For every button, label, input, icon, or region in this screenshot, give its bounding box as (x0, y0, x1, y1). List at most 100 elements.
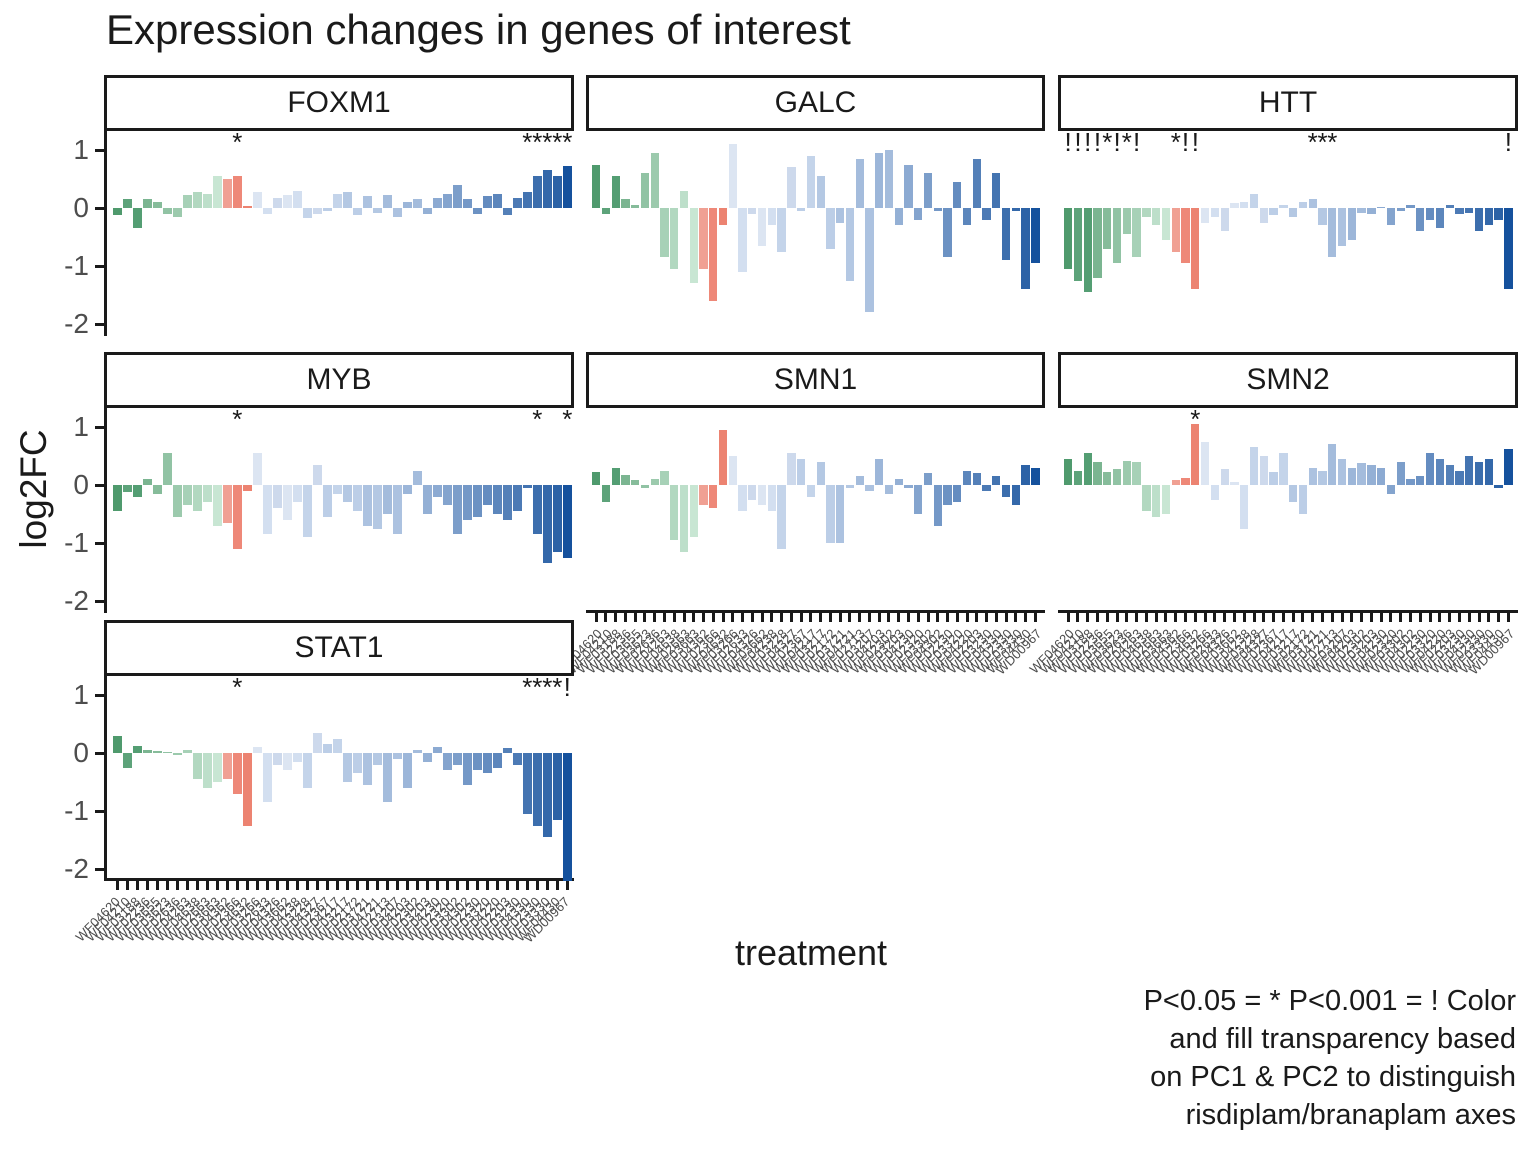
significance-marker: * (532, 404, 543, 434)
bar-HTT-WF03330 (1484, 208, 1493, 226)
bar-GALC-WF04326 (748, 208, 757, 214)
bar-GALC-WF04638 (670, 208, 679, 269)
bar-GALC-WF04362 (699, 208, 708, 269)
bar-FOXM1-WF03228 (303, 208, 312, 219)
bar-MYB-WF04302 (463, 485, 472, 520)
bar-HTT-WF02367 (1269, 208, 1278, 215)
y-tick-label: 1 (73, 679, 89, 710)
bar-MYB-WF02636 (173, 485, 182, 517)
x-tick-mark (643, 613, 647, 622)
bar-HTT-WF03721 (1308, 199, 1317, 208)
x-tick-mark (897, 613, 901, 622)
x-tick-mark (185, 881, 189, 890)
facet-plot-SMN2: * WF04620 WF04210 WF03188 WF02236 WF03655 WF03… (1026, 406, 1518, 677)
bar-GALC-WF04230 (904, 164, 913, 208)
x-tick-mark (1330, 613, 1334, 622)
bar-SMN1-WF02663 (679, 485, 689, 552)
facet-label: SMN2 (1246, 363, 1330, 396)
bar-STAT1-WF04263 (183, 749, 192, 753)
x-tick-mark (887, 613, 891, 622)
bar-HTT-WF04362 (1171, 208, 1180, 252)
bar-FOXM1-WF03217 (343, 191, 352, 208)
x-tick-mark (867, 613, 871, 622)
x-tick-mark (1184, 613, 1188, 622)
bar-STAT1-WF04302 (463, 753, 472, 785)
x-tick-mark (692, 613, 696, 622)
x-tick-mark (355, 881, 359, 890)
bar-MYB-WF03207 (393, 485, 402, 535)
significance-marker: * (1317, 127, 1328, 157)
bar-HTT-WF04230 (1377, 206, 1386, 208)
bar-SMN2-WF03188 (1083, 453, 1092, 485)
x-tick-mark (195, 881, 199, 890)
x-tick-mark (819, 613, 823, 622)
bar-SMN2-WD00967 (1504, 449, 1513, 485)
x-tick-mark (235, 881, 239, 890)
x-tick-mark (672, 613, 676, 622)
bar-MYB-WF02713 (383, 485, 392, 514)
bar-HTT-WF03623 (1112, 208, 1122, 264)
bar-SMN2-WF02367 (1269, 472, 1278, 485)
bar-STAT1-WF04638 (193, 753, 202, 780)
bar-STAT1-WF02172 (353, 753, 362, 774)
x-tick-mark (965, 613, 969, 622)
facet-plot-HTT: !!!! *! *! *!! * * *! (1058, 127, 1518, 336)
bar-GALC-WF04721 (845, 208, 855, 281)
facet-header-SMN1: SMN1 (586, 352, 1045, 408)
x-tick-mark (345, 881, 349, 890)
bar-STAT1-WF02713 (383, 753, 392, 803)
bar-STAT1-WF03662 (283, 753, 292, 771)
bar-SMN2-WF03203 (1367, 464, 1376, 485)
x-tick-mark (165, 881, 169, 890)
x-tick-mark (741, 613, 745, 622)
bar-SMN1-WF02633 (738, 485, 747, 512)
bar-HTT-WF04203 (1347, 208, 1356, 240)
y-tick-label: 0 (73, 192, 89, 223)
bar-SMN1-WF04238 (767, 485, 776, 512)
x-tick-mark (907, 613, 910, 622)
bar-HTT-WF04263 (1132, 208, 1141, 258)
bar-SMN2-WF04620 (1064, 458, 1073, 485)
bar-STAT1-WF02236 (143, 750, 152, 753)
x-tick-mark (1096, 613, 1099, 622)
x-tick-mark (653, 613, 657, 622)
bar-HTT-WF04620 (1064, 208, 1073, 269)
bar-GALC-WF04620 (592, 164, 601, 208)
bar-SMN2-WF04302 (1406, 479, 1415, 485)
bar-SMN2-WF02172 (1298, 485, 1308, 514)
bar-STAT1-WF03207 (393, 753, 402, 759)
bar-HTT-WF04217 (1279, 204, 1288, 208)
significance-marker: * (232, 672, 243, 702)
x-tick-mark (245, 881, 249, 890)
bar-FOXM1-WF04721 (373, 208, 382, 213)
bar-FOXM1-WF02663 (203, 193, 212, 208)
bar-FOXM1-WF04327 (313, 208, 322, 214)
x-tick-mark (535, 881, 539, 890)
bar-SMN1-WF02320 (914, 485, 923, 514)
x-tick-mark (789, 613, 793, 622)
bar-SMN2-WF04238 (1240, 485, 1249, 529)
x-tick-mark (405, 881, 409, 890)
x-axis-title: treatment (734, 932, 888, 973)
significance-marker: ! (1113, 127, 1121, 157)
x-tick-mark (1252, 613, 1256, 622)
bar-MYB-WF04203 (403, 485, 412, 494)
x-tick-mark (225, 881, 229, 890)
facet-label: FOXM1 (287, 86, 391, 119)
bar-SMN2-WF02633 (1210, 485, 1220, 500)
bar-SMN1-WF02330 (1001, 485, 1011, 497)
y-tick-mark (95, 867, 104, 871)
bar-GALC-WF03330 (1011, 208, 1021, 211)
bar-HTT-WF02713 (1328, 208, 1337, 258)
bar-FOXM1-WF04326 (273, 197, 282, 208)
x-tick-mark (385, 881, 389, 890)
bar-SMN2-WF03230 (1455, 470, 1464, 485)
significance-marker: * (532, 672, 543, 702)
bar-GALC-WF03207 (865, 208, 874, 313)
bar-STAT1-WF02302 (413, 750, 422, 753)
bar-MYB-WD00967 (563, 485, 572, 558)
bar-SMN1-WF04302 (933, 485, 942, 526)
x-tick-mark (1399, 613, 1403, 622)
bar-MYB-WF04362 (223, 485, 232, 523)
bar-MYB-WF04330 (523, 485, 532, 488)
